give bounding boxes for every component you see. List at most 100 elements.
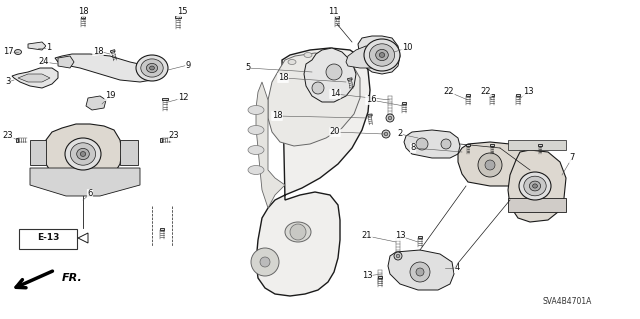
Polygon shape (120, 140, 138, 165)
Polygon shape (86, 96, 106, 110)
Text: 4: 4 (454, 263, 460, 272)
Bar (516, 94, 520, 96)
FancyBboxPatch shape (19, 229, 77, 249)
Bar (163, 98, 168, 100)
Ellipse shape (150, 66, 154, 70)
Bar (175, 16, 180, 18)
Polygon shape (508, 150, 566, 222)
Bar (16, 138, 18, 142)
Bar (538, 145, 542, 146)
Ellipse shape (320, 50, 328, 56)
Polygon shape (404, 130, 460, 158)
Ellipse shape (15, 49, 22, 55)
Circle shape (388, 116, 392, 120)
Text: 22: 22 (481, 87, 492, 97)
Ellipse shape (380, 53, 385, 57)
Circle shape (312, 82, 324, 94)
Ellipse shape (65, 138, 101, 170)
Text: 15: 15 (177, 8, 188, 17)
Circle shape (326, 64, 342, 80)
Circle shape (260, 257, 270, 267)
Polygon shape (44, 124, 122, 184)
Polygon shape (256, 82, 285, 208)
Text: 17: 17 (3, 48, 13, 56)
Text: 18: 18 (93, 47, 103, 56)
Bar (378, 276, 382, 278)
Ellipse shape (369, 44, 395, 66)
Circle shape (251, 248, 279, 276)
Text: 5: 5 (245, 63, 251, 72)
Text: 18: 18 (77, 8, 88, 17)
Polygon shape (458, 142, 530, 186)
Text: 7: 7 (570, 153, 575, 162)
Polygon shape (30, 140, 46, 165)
Ellipse shape (77, 148, 90, 160)
Text: 13: 13 (395, 232, 405, 241)
Bar (508, 140, 566, 150)
Ellipse shape (288, 60, 296, 64)
Text: 20: 20 (330, 128, 340, 137)
Bar (348, 78, 352, 80)
Ellipse shape (376, 49, 388, 61)
Bar (335, 16, 339, 18)
Text: 9: 9 (186, 61, 191, 70)
Bar (508, 198, 566, 212)
Ellipse shape (285, 222, 311, 242)
Polygon shape (28, 42, 46, 50)
Bar (490, 94, 494, 96)
Text: 13: 13 (362, 271, 372, 280)
Polygon shape (78, 233, 88, 243)
Bar (466, 145, 470, 146)
Circle shape (441, 139, 451, 149)
Polygon shape (55, 54, 155, 82)
Polygon shape (304, 48, 356, 102)
Ellipse shape (532, 184, 538, 188)
Text: 12: 12 (178, 93, 188, 102)
Ellipse shape (248, 125, 264, 135)
Circle shape (410, 262, 430, 282)
Ellipse shape (70, 143, 95, 165)
Circle shape (290, 224, 306, 240)
Polygon shape (268, 53, 360, 146)
Text: 23: 23 (169, 131, 179, 140)
Ellipse shape (80, 152, 86, 156)
Polygon shape (18, 74, 50, 82)
Text: 10: 10 (402, 43, 412, 53)
Bar (402, 102, 406, 104)
Circle shape (396, 254, 400, 258)
Polygon shape (12, 68, 58, 88)
Ellipse shape (141, 59, 163, 77)
Ellipse shape (336, 55, 344, 60)
Circle shape (394, 252, 402, 260)
Ellipse shape (364, 39, 400, 71)
Bar (81, 16, 85, 18)
Circle shape (416, 268, 424, 276)
Text: 1: 1 (46, 43, 52, 53)
Circle shape (382, 130, 390, 138)
Polygon shape (388, 250, 454, 290)
Circle shape (416, 138, 428, 150)
Ellipse shape (519, 172, 551, 200)
Bar (418, 236, 422, 238)
Text: 21: 21 (362, 232, 372, 241)
Circle shape (386, 114, 394, 122)
Ellipse shape (248, 166, 264, 174)
Ellipse shape (524, 176, 546, 196)
Text: SVA4B4701A: SVA4B4701A (542, 298, 592, 307)
Polygon shape (58, 56, 74, 68)
Text: 18: 18 (272, 112, 282, 121)
Text: 3: 3 (5, 78, 11, 86)
Text: 8: 8 (410, 144, 416, 152)
Text: 19: 19 (105, 92, 115, 100)
Ellipse shape (147, 63, 157, 72)
Bar (367, 114, 372, 116)
Bar (111, 50, 115, 53)
Text: 16: 16 (365, 95, 376, 105)
Text: 2: 2 (397, 130, 403, 138)
Circle shape (485, 160, 495, 170)
Bar (160, 138, 162, 142)
Text: E-13: E-13 (37, 234, 59, 242)
Bar (466, 94, 470, 96)
Text: FR.: FR. (62, 273, 83, 283)
Polygon shape (256, 48, 370, 296)
